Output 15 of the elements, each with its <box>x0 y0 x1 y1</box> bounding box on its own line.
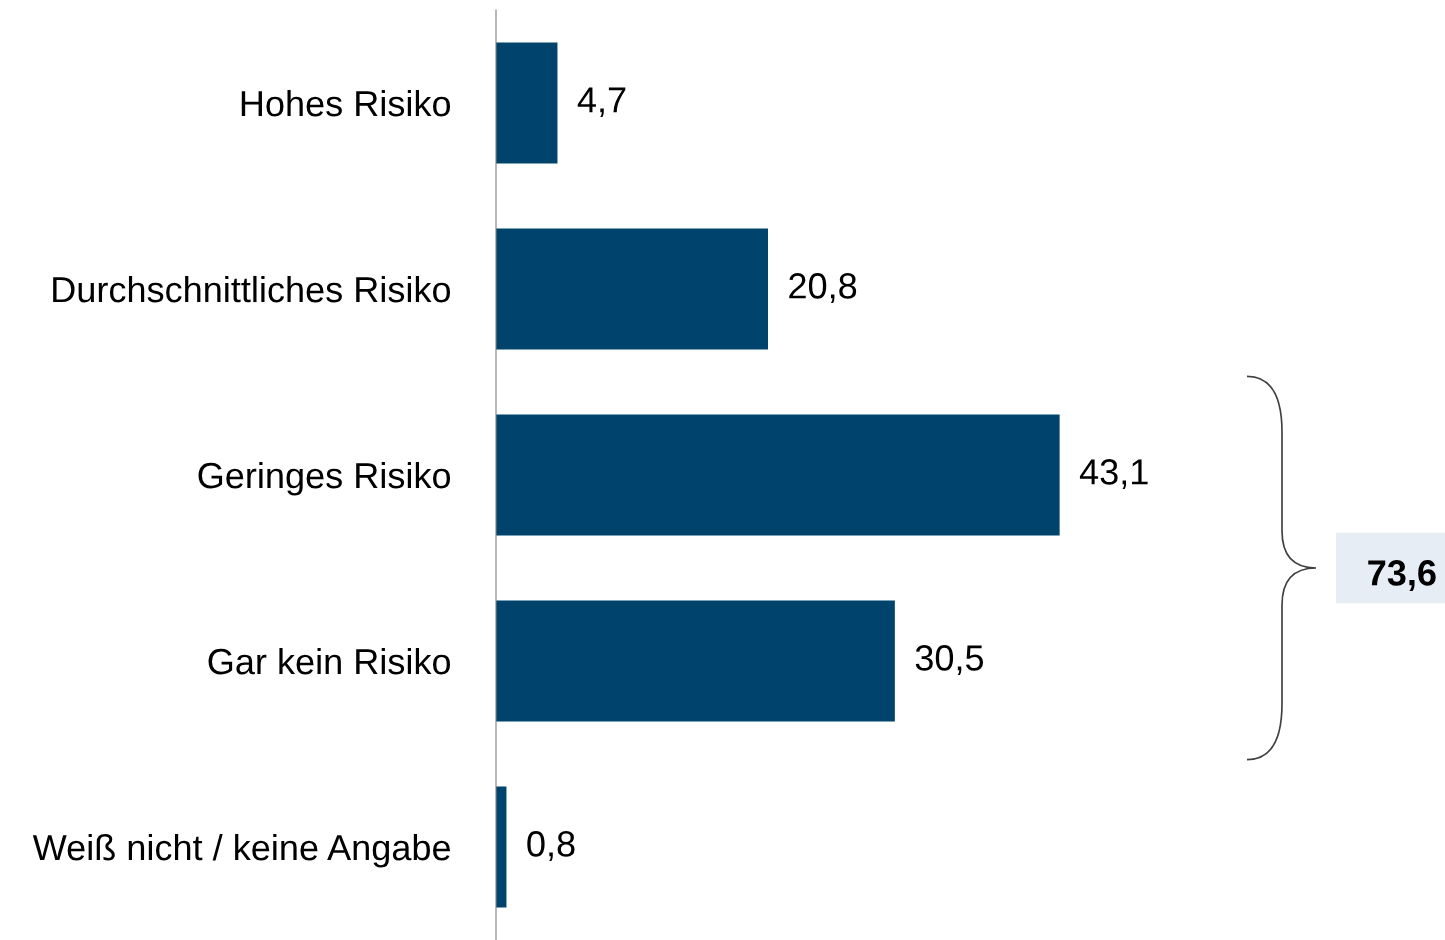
data-label: 20,8 <box>789 273 857 303</box>
y-tick-label: Geringes Risiko <box>198 461 451 496</box>
y-tick-label: Weiß nicht / keine Angabe <box>32 833 450 868</box>
y-tick-label: Gar kein Risiko <box>208 647 451 675</box>
data-label: 30,5 <box>915 645 984 675</box>
data-label: 43,1 <box>1079 459 1148 489</box>
data-label: 4,7 <box>577 87 626 117</box>
data-label: 0,8 <box>527 831 575 861</box>
text: 73,6 <box>1368 560 1436 591</box>
bar <box>496 600 895 722</box>
bar <box>496 414 1060 536</box>
y-tick-label: Durchschnittliches Risiko <box>53 275 451 303</box>
bar <box>496 42 558 164</box>
y-tick-label: Hohes Risiko <box>241 89 451 117</box>
bar <box>496 228 769 350</box>
